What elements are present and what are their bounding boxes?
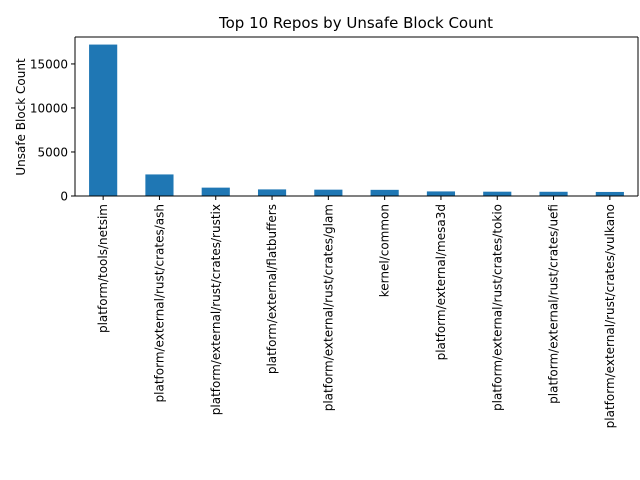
x-tick-label: platform/external/rust/crates/tokio	[490, 204, 504, 411]
y-axis-ticks: 0 5000 10000 15000	[30, 57, 75, 204]
bar	[314, 189, 343, 196]
x-tick-label: platform/tools/netsim	[96, 204, 110, 333]
bar	[483, 191, 512, 196]
x-tick-label: platform/external/rust/crates/glam	[321, 204, 335, 411]
bar	[257, 189, 287, 196]
x-tick-label: platform/external/flatbuffers	[265, 204, 279, 374]
chart-title: Top 10 Repos by Unsafe Block Count	[218, 14, 493, 32]
bar	[595, 191, 624, 196]
x-tick-label: platform/external/mesa3d	[434, 204, 448, 360]
y-tick-label: 15000	[30, 57, 68, 71]
y-axis-label: Unsafe Block Count	[14, 58, 28, 176]
x-tick-label: kernel/common	[378, 204, 392, 297]
bar	[201, 187, 230, 196]
x-tick-label: platform/external/rust/crates/uefi	[547, 204, 561, 404]
x-tick-label: platform/external/rust/crates/vulkano	[603, 204, 617, 428]
bar	[539, 191, 568, 196]
bar	[89, 44, 118, 197]
x-axis-ticks: platform/tools/netsim platform/external/r…	[96, 196, 617, 428]
bar	[145, 174, 174, 196]
y-tick-label: 10000	[30, 101, 68, 115]
axes-frame	[74, 36, 639, 197]
bar	[370, 189, 399, 196]
bars-group	[89, 44, 624, 197]
x-tick-label: platform/external/rust/crates/ash	[152, 204, 166, 402]
y-tick-label: 5000	[37, 145, 68, 159]
x-tick-label: platform/external/rust/crates/rustix	[209, 204, 223, 415]
bar	[426, 191, 456, 196]
y-tick-label: 0	[60, 190, 68, 204]
